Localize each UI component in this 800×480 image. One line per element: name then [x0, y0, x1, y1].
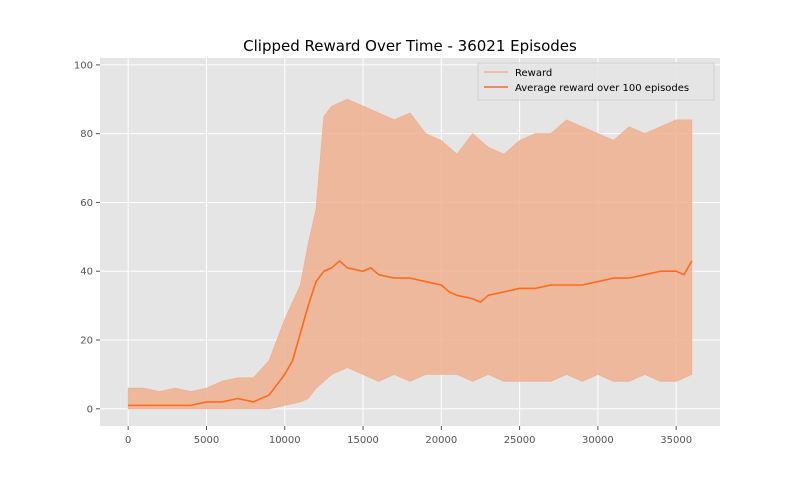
- series-reward-band: [127, 98, 693, 410]
- series-layer: [127, 98, 693, 410]
- y-tick-label: 60: [80, 198, 93, 209]
- x-tick-label: 0: [125, 435, 131, 446]
- x-tick-label: 35000: [660, 435, 692, 446]
- y-tick-label: 100: [74, 60, 93, 71]
- y-tick-label: 0: [87, 404, 93, 415]
- series-average-line: [128, 260, 693, 407]
- legend-label-average: Average reward over 100 episodes: [515, 83, 689, 94]
- y-tick-label: 40: [80, 267, 93, 278]
- y-tick-label: 80: [80, 129, 93, 140]
- y-tick-label: 20: [80, 336, 93, 347]
- x-tick-label: 30000: [582, 435, 614, 446]
- chart-title: Clipped Reward Over Time - 36021 Episode…: [243, 37, 577, 55]
- x-tick-label: 15000: [347, 435, 379, 446]
- x-tick-label: 10000: [269, 435, 301, 446]
- x-tick-label: 20000: [425, 435, 457, 446]
- legend: Reward Average reward over 100 episodes: [477, 62, 715, 101]
- x-tick-label: 25000: [504, 435, 536, 446]
- legend-box: [477, 62, 715, 101]
- legend-label-reward: Reward: [515, 68, 552, 79]
- axes: 0 5000 10000 15000 20000 25000 30000 35000 0 20 40…: [74, 60, 692, 446]
- x-tick-label: 5000: [194, 435, 219, 446]
